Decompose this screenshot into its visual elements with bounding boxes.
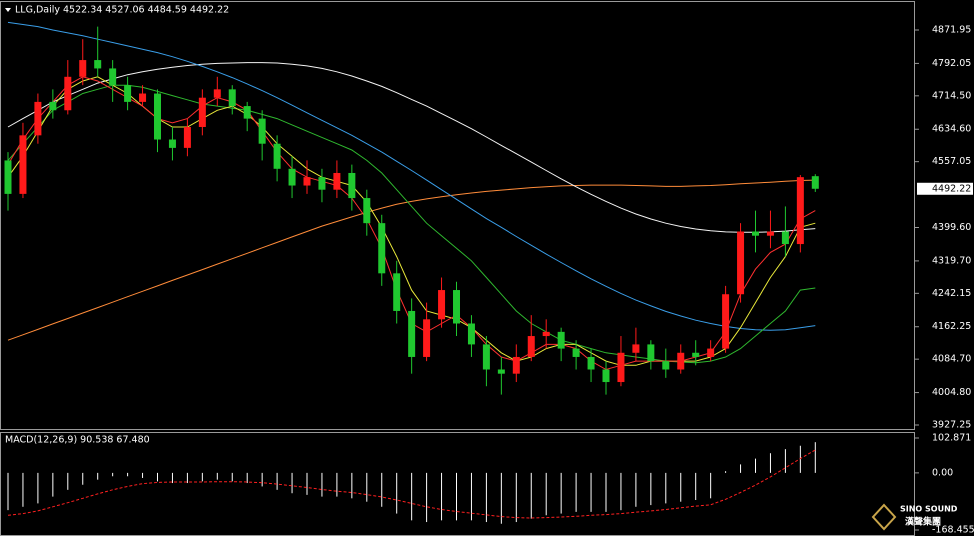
candle-body [722,294,730,349]
watermark: SINO SOUND 漢聲集團 [871,503,958,531]
candle-body [64,76,72,111]
candle-body [124,85,132,102]
menu-arrow[interactable] [5,8,11,12]
watermark-logo [871,503,897,531]
y-tick-label: 4162.25 [932,321,971,332]
candle-body [781,231,789,245]
candle-body [348,172,356,199]
y-tick-label: -168.455 [932,525,974,536]
candle-body [572,348,580,357]
candle-body [243,106,251,119]
candle-body [677,352,685,370]
candle-body [213,89,221,98]
candle-body [811,176,819,189]
y-tick-label: 4399.60 [932,222,971,233]
candle-body [632,344,640,353]
main-panel-frame [0,1,915,430]
y-tick-label: 4792.05 [932,58,971,69]
ohlc-text: 4522.34 4527.06 4484.59 4492.22 [63,5,229,16]
candle-body [318,177,326,190]
candle-body [109,68,117,86]
candle-body [542,331,550,337]
candle-body [393,273,401,311]
macd-title: MACD(12,26,9) 90.538 67.480 [5,435,150,446]
candle-body [557,331,565,349]
symbol-title: LLG,Daily [15,5,60,16]
candle-body [34,101,42,136]
candle-body [79,60,87,77]
candle-body [617,352,625,383]
candle-body [408,310,416,357]
y-tick-label: 4634.60 [932,124,971,135]
candle-body [766,231,774,236]
candle-body [288,168,296,186]
indicator-line [7,62,816,233]
candle-body [497,369,505,374]
candle-body [258,118,266,144]
candle-body [647,344,655,362]
candle-body [273,143,281,169]
indicator-line [7,21,816,331]
y-tick-label: 102.871 [932,432,971,443]
current-price-tag [917,182,973,195]
candle-body [587,356,595,370]
candle-body [527,336,535,357]
candle-body [707,348,715,357]
candle-body [333,172,341,190]
y-tick-label: 4714.50 [932,90,971,101]
candle-body [303,177,311,186]
candle-body [423,319,431,357]
candle-body [453,290,460,324]
current-price-label: 4492.22 [932,183,971,194]
y-tick-label: 4557.05 [932,156,971,167]
watermark-brand: SINO SOUND [900,505,958,514]
y-tick-label: 4084.70 [932,354,971,365]
macd-panel-frame [0,432,915,536]
candle-body [198,97,206,127]
candle-body [363,198,371,224]
candle-body [94,60,102,69]
candle-body [512,356,520,374]
candle-body [602,369,610,383]
candle-body [139,93,147,102]
watermark-name: 漢聲集團 [905,516,941,528]
candle-body [228,89,236,107]
indicator-line [7,179,816,341]
candle-body [438,290,446,320]
y-tick-label: 0.00 [932,467,953,478]
candle-body [154,93,161,140]
candle-body [378,223,386,274]
y-tick-label: 4871.95 [932,24,971,35]
y-tick-label: 4319.70 [932,255,971,266]
y-tick-label: 4242.15 [932,288,971,299]
candle-body [183,126,191,148]
candle-body [19,135,27,194]
candle-body [692,352,700,357]
candle-body [752,231,759,236]
candle-body [467,323,475,345]
candle-body [49,101,57,111]
candle-body [796,177,804,245]
y-tick-label: 4004.80 [932,387,971,398]
y-tick-label: 3927.25 [932,420,971,431]
candle-body [737,231,745,295]
candle-body [4,160,12,194]
candle-body [662,361,670,370]
candle-body [482,344,490,370]
candle-body [168,139,176,148]
